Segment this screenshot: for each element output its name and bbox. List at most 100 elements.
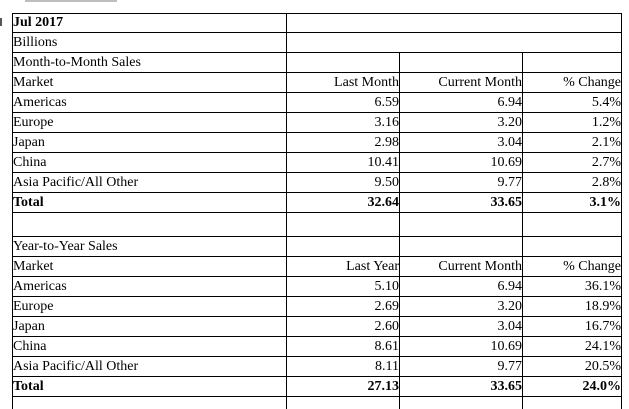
empty-cell	[399, 212, 523, 237]
column-header-current-month: Current Month	[399, 256, 523, 277]
market-name-cell: China	[12, 336, 287, 357]
empty-cell	[521, 52, 623, 73]
column-header-market: Market	[12, 72, 287, 93]
partial-bottom-row	[12, 396, 623, 409]
total-label-cell: Total	[12, 376, 287, 397]
value-cell: 10.41	[286, 152, 400, 173]
value-cell: 9.50	[286, 172, 400, 193]
empty-cell	[521, 396, 623, 409]
section2-row-americas: Americas 5.10 6.94 36.1%	[12, 276, 623, 297]
section1-row-china: China 10.41 10.69 2.7%	[12, 152, 623, 173]
value-cell: 2.1%	[521, 132, 623, 153]
total-value-cell: 27.13	[286, 376, 400, 397]
market-name-cell: Asia Pacific/All Other	[12, 172, 287, 193]
empty-cell	[12, 212, 287, 237]
units-row: Billions	[12, 32, 623, 53]
section1-header-row: Market Last Month Current Month % Change	[12, 72, 623, 93]
section2-header-row: Market Last Year Current Month % Change	[12, 256, 623, 277]
value-cell: 8.61	[286, 336, 400, 357]
section1-row-japan: Japan 2.98 3.04 2.1%	[12, 132, 623, 153]
total-value-cell: 32.64	[286, 192, 400, 213]
market-name-cell: Europe	[12, 112, 287, 133]
section2-total-row: Total 27.13 33.65 24.0%	[12, 376, 623, 397]
empty-merged-cell	[285, 32, 623, 53]
title-row: Jul 2017	[12, 13, 623, 33]
value-cell: 5.10	[286, 276, 400, 297]
value-cell: 6.94	[399, 92, 523, 113]
report-title: Jul 2017	[12, 13, 287, 33]
section2-row-china: China 8.61 10.69 24.1%	[12, 336, 623, 357]
value-cell: 9.77	[399, 356, 523, 377]
value-cell: 20.5%	[521, 356, 623, 377]
total-value-cell: 33.65	[399, 192, 523, 213]
total-value-cell: 33.65	[399, 376, 523, 397]
value-cell: 9.77	[399, 172, 523, 193]
section1-row-europe: Europe 3.16 3.20 1.2%	[12, 112, 623, 133]
section2-row-asia-pacific: Asia Pacific/All Other 8.11 9.77 20.5%	[12, 356, 623, 377]
empty-cell	[12, 396, 287, 409]
column-header-percent-change: % Change	[521, 256, 623, 277]
value-cell: 24.1%	[521, 336, 623, 357]
empty-cell	[286, 52, 400, 73]
total-label-cell: Total	[12, 192, 287, 213]
cropped-edge-artifact	[0, 18, 2, 26]
value-cell: 2.69	[286, 296, 400, 317]
empty-cell	[521, 212, 623, 237]
value-cell: 5.4%	[521, 92, 623, 113]
value-cell: 2.7%	[521, 152, 623, 173]
empty-merged-cell	[285, 13, 623, 33]
value-cell: 10.69	[399, 152, 523, 173]
column-header-market: Market	[12, 256, 287, 277]
empty-cell	[286, 212, 400, 237]
section2-label-row: Year-to-Year Sales	[12, 236, 623, 257]
column-header-last-year: Last Year	[286, 256, 400, 277]
total-value-cell: 24.0%	[521, 376, 623, 397]
market-name-cell: Americas	[12, 92, 287, 113]
value-cell: 3.04	[399, 316, 523, 337]
value-cell: 6.59	[286, 92, 400, 113]
total-value-cell: 3.1%	[521, 192, 623, 213]
section1-row-americas: Americas 6.59 6.94 5.4%	[12, 92, 623, 113]
value-cell: 3.20	[399, 112, 523, 133]
value-cell: 3.20	[399, 296, 523, 317]
value-cell: 3.04	[399, 132, 523, 153]
empty-cell	[286, 236, 400, 257]
section-title: Month-to-Month Sales	[12, 52, 287, 73]
value-cell: 36.1%	[521, 276, 623, 297]
section2-row-japan: Japan 2.60 3.04 16.7%	[12, 316, 623, 337]
section-title: Year-to-Year Sales	[12, 236, 287, 257]
market-name-cell: Americas	[12, 276, 287, 297]
market-name-cell: Japan	[12, 316, 287, 337]
empty-cell	[521, 236, 623, 257]
value-cell: 6.94	[399, 276, 523, 297]
value-cell: 2.60	[286, 316, 400, 337]
section2-row-europe: Europe 2.69 3.20 18.9%	[12, 296, 623, 317]
empty-cell	[399, 396, 523, 409]
value-cell: 8.11	[286, 356, 400, 377]
units-label: Billions	[12, 32, 287, 53]
empty-cell	[399, 236, 523, 257]
value-cell: 3.16	[286, 112, 400, 133]
value-cell: 18.9%	[521, 296, 623, 317]
empty-cell	[286, 396, 400, 409]
value-cell: 10.69	[399, 336, 523, 357]
value-cell: 16.7%	[521, 316, 623, 337]
cropped-text-artifact	[25, 0, 117, 2]
section1-row-asia-pacific: Asia Pacific/All Other 9.50 9.77 2.8%	[12, 172, 623, 193]
market-name-cell: China	[12, 152, 287, 173]
sales-table: Jul 2017 Billions Month-to-Month Sales M…	[12, 13, 623, 409]
market-name-cell: Asia Pacific/All Other	[12, 356, 287, 377]
empty-cell	[399, 52, 523, 73]
value-cell: 1.2%	[521, 112, 623, 133]
value-cell: 2.98	[286, 132, 400, 153]
section1-total-row: Total 32.64 33.65 3.1%	[12, 192, 623, 213]
market-name-cell: Europe	[12, 296, 287, 317]
market-name-cell: Japan	[12, 132, 287, 153]
column-header-last-month: Last Month	[286, 72, 400, 93]
section1-label-row: Month-to-Month Sales	[12, 52, 623, 73]
spacer-row	[12, 212, 623, 237]
value-cell: 2.8%	[521, 172, 623, 193]
column-header-current-month: Current Month	[399, 72, 523, 93]
column-header-percent-change: % Change	[521, 72, 623, 93]
